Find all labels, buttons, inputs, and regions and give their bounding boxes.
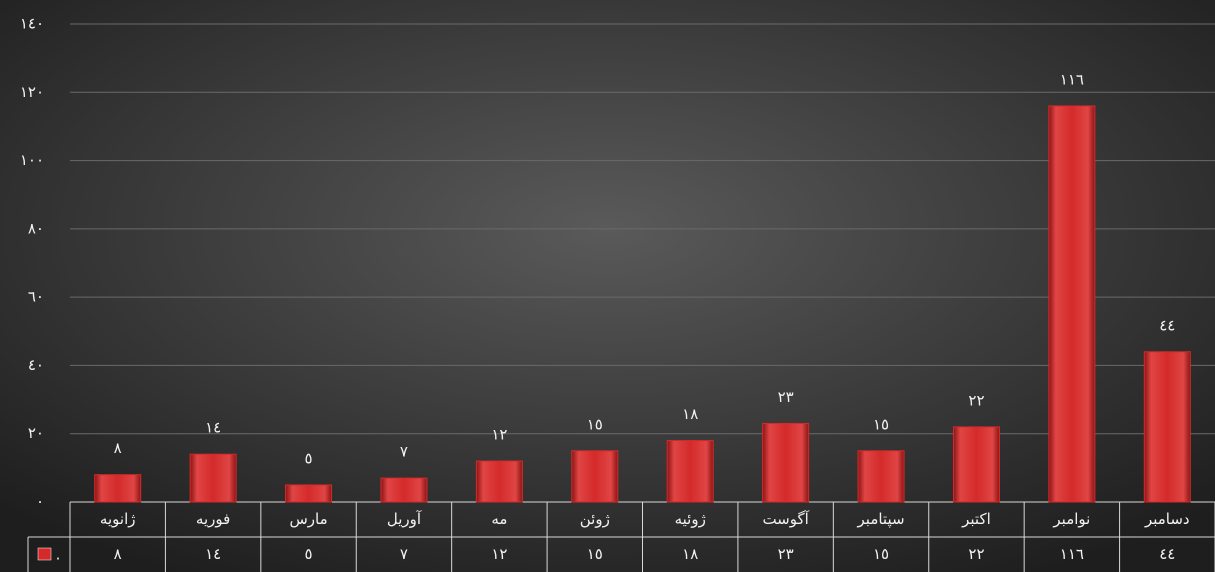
table-value: ٢٢ xyxy=(968,545,984,563)
table-value: ١١٦ xyxy=(1060,545,1084,563)
bar xyxy=(1143,351,1191,503)
table-value: ٧ xyxy=(400,545,408,563)
x-tick-label: ژانویه xyxy=(100,510,136,528)
x-tick-label: ژوئن xyxy=(580,510,610,528)
y-tick-label: ٠ xyxy=(36,493,44,511)
table-value: ٤٤ xyxy=(1159,545,1175,563)
x-tick-label: دسامبر xyxy=(1144,510,1190,528)
x-tick-label: اکتبر xyxy=(961,510,991,528)
bar xyxy=(475,460,523,503)
table-value: ١٥ xyxy=(587,545,603,563)
table-value: ١٥ xyxy=(873,545,889,563)
data-label: ٢٢ xyxy=(968,391,984,409)
bar xyxy=(952,426,1000,503)
data-label: ٢٣ xyxy=(778,388,794,406)
legend-label: . xyxy=(56,546,61,564)
data-label: ٧ xyxy=(400,443,408,461)
table-value: ٥ xyxy=(305,545,313,563)
bar xyxy=(571,450,619,503)
data-label: ١٥ xyxy=(587,415,603,433)
x-tick-label: آگوست xyxy=(762,510,809,528)
data-label: ١١٦ xyxy=(1060,70,1084,88)
data-label: ٤٤ xyxy=(1159,316,1175,334)
y-tick-label: ١٢٠ xyxy=(20,83,44,101)
data-label: ١٨ xyxy=(682,405,698,423)
bar xyxy=(189,453,237,503)
bar xyxy=(94,474,142,503)
table-value: ٨ xyxy=(114,545,122,563)
table-value: ١٤ xyxy=(205,545,221,563)
y-tick-label: ١٠٠ xyxy=(20,151,44,169)
bar xyxy=(857,450,905,503)
data-label: ١٢ xyxy=(491,426,507,444)
y-tick-label: ٢٠ xyxy=(28,424,44,442)
bar xyxy=(762,422,810,503)
y-tick-label: ٤٠ xyxy=(28,356,44,374)
data-label: ١٤ xyxy=(205,419,221,437)
y-tick-label: ٦٠ xyxy=(28,288,44,306)
x-tick-label: ژوئیه xyxy=(675,510,706,528)
bar xyxy=(380,477,428,503)
bar xyxy=(285,484,333,503)
x-tick-label: مارس xyxy=(289,510,327,528)
table-value: ١٢ xyxy=(491,545,507,563)
x-tick-label: فوریه xyxy=(196,510,230,528)
legend-key xyxy=(37,547,52,561)
table-value: ٢٣ xyxy=(778,545,794,563)
y-tick-label: ٨٠ xyxy=(28,219,44,237)
data-label: ٨ xyxy=(114,439,122,457)
x-tick-label: آوریل xyxy=(387,510,422,528)
y-tick-label: ١٤٠ xyxy=(20,15,44,33)
x-tick-label: نوامبر xyxy=(1052,510,1090,528)
bar xyxy=(666,440,714,503)
table-value: ١٨ xyxy=(682,545,698,563)
bar xyxy=(1048,105,1096,503)
x-tick-label: مه xyxy=(491,510,507,528)
data-label: ٥ xyxy=(305,449,313,467)
x-tick-label: سپتامبر xyxy=(857,510,905,529)
data-label: ١٥ xyxy=(873,415,889,433)
